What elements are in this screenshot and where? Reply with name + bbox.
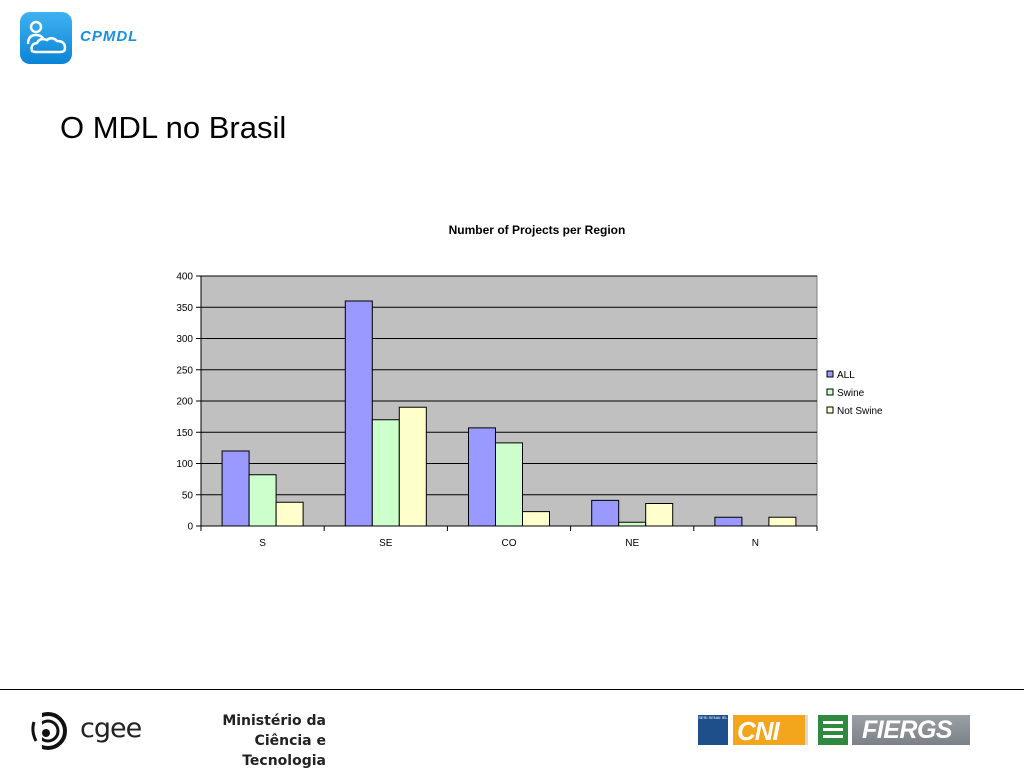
projects-per-region-chart: Number of Projects per Region 0 50 100 150 2… <box>176 223 883 549</box>
bar-swine-ne <box>618 521 647 527</box>
y-tick-label: 200 <box>176 397 193 408</box>
bar-not-swine-se <box>398 406 427 527</box>
cgee-wordmark: cgee <box>80 713 142 744</box>
legend-label: Swine <box>837 388 865 399</box>
fiergs-wordmark: FIERGS <box>862 716 953 744</box>
y-tick-label: 100 <box>176 459 193 470</box>
legend-swatch <box>826 406 834 414</box>
x-tick-label: CO <box>502 538 517 549</box>
legend-swatch <box>826 388 834 396</box>
bar-not-swine-ne <box>645 503 674 527</box>
ministry-line-2: Ciência e Tecnologia <box>242 733 326 769</box>
cpmdl-logo: CPMDL <box>20 12 168 66</box>
x-tick-label: NE <box>625 538 639 549</box>
bar-all-co <box>468 427 496 527</box>
x-tick-label: N <box>752 538 759 549</box>
y-tick-label: 150 <box>176 428 193 439</box>
bar-swine-co <box>495 442 523 527</box>
bar-swine-s <box>248 474 277 527</box>
page-title: O MDL no Brasil <box>60 110 287 145</box>
y-tick-label: 300 <box>176 334 193 345</box>
bar-all-se <box>344 300 373 527</box>
bar-all-s <box>221 450 250 527</box>
y-tick-label: 350 <box>176 303 193 314</box>
bar-all-n <box>714 516 743 527</box>
legend-label: Not Swine <box>837 406 883 417</box>
cni-logo: CNI <box>733 715 808 746</box>
cni-wordmark: CNI <box>737 716 780 746</box>
chart-title: Number of Projects per Region <box>449 223 626 237</box>
fiergs-emblem-icon <box>818 715 848 745</box>
x-tick-label: S <box>259 538 266 549</box>
ministry-label: Ministério da Ciência e Tecnologia <box>172 711 326 771</box>
bar-not-swine-n <box>768 516 797 527</box>
y-tick-label: 400 <box>176 272 193 283</box>
ministry-line-1: Ministério da <box>222 713 326 729</box>
legend-swatch <box>826 370 834 378</box>
y-tick-label: 0 <box>187 522 193 533</box>
bar-not-swine-s <box>275 501 304 527</box>
bar-not-swine-co <box>522 511 550 527</box>
y-tick-label: 250 <box>176 365 193 376</box>
footer-divider <box>0 689 1024 690</box>
logo-wordmark: CPMDL <box>80 28 139 45</box>
cgee-logo-icon <box>28 708 74 754</box>
fiergs-logo: FIERGS <box>852 715 970 745</box>
bar-all-ne <box>591 499 620 527</box>
chart-legend: ALL Swine Not Swine <box>826 370 883 417</box>
bar-swine-se <box>371 419 400 527</box>
sesi-senai-iel-logo: SESI SENAI IEL <box>698 715 728 745</box>
y-tick-label: 50 <box>182 490 194 501</box>
cloud-people-icon <box>20 12 72 64</box>
legend-label: ALL <box>837 370 855 381</box>
x-tick-label: SE <box>379 538 393 549</box>
